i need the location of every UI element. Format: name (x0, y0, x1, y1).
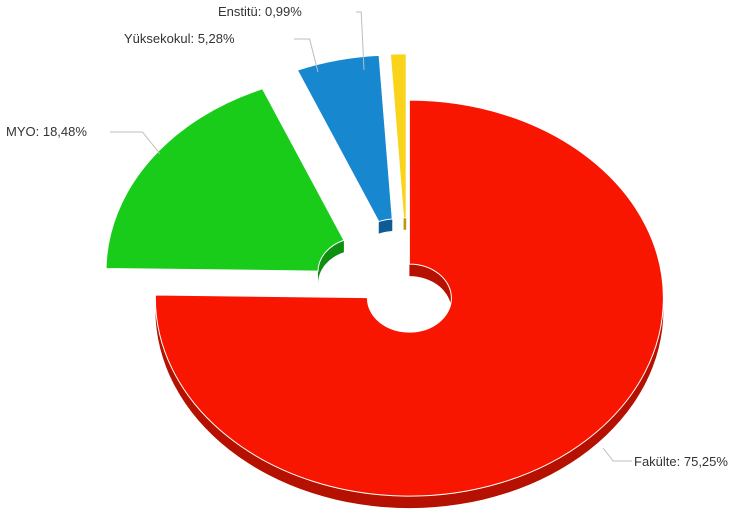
slice-yuksekokul[interactable] (296, 54, 393, 223)
leader-line-myo (110, 131, 161, 155)
leader-line-yuksekokul (294, 38, 319, 73)
slice-tops (105, 53, 664, 497)
slice-inner-wall-yuksekokul (378, 219, 393, 234)
leader-line-fakulte (602, 447, 632, 462)
slice-label-yuksekokul: Yüksekokul: 5,28% (124, 31, 235, 46)
slice-inner-wall-enstitu (403, 217, 407, 230)
slice-label-fakulte: Fakülte: 75,25% (634, 454, 728, 469)
slice-label-myo: MYO: 18,48% (6, 124, 87, 139)
slice-myo[interactable] (105, 88, 345, 272)
leader-line-enstitu (356, 11, 365, 71)
slice-inner-wall-myo (318, 240, 344, 284)
slice-labels: Fakülte: 75,25% MYO: 18,48% Yüksekokul: 5,… (6, 4, 728, 469)
slice-label-enstitu: Enstitü: 0,99% (218, 4, 302, 19)
slice-fakulte[interactable] (154, 99, 664, 497)
slice-sides (155, 217, 664, 509)
slice-enstitu[interactable] (389, 53, 407, 219)
